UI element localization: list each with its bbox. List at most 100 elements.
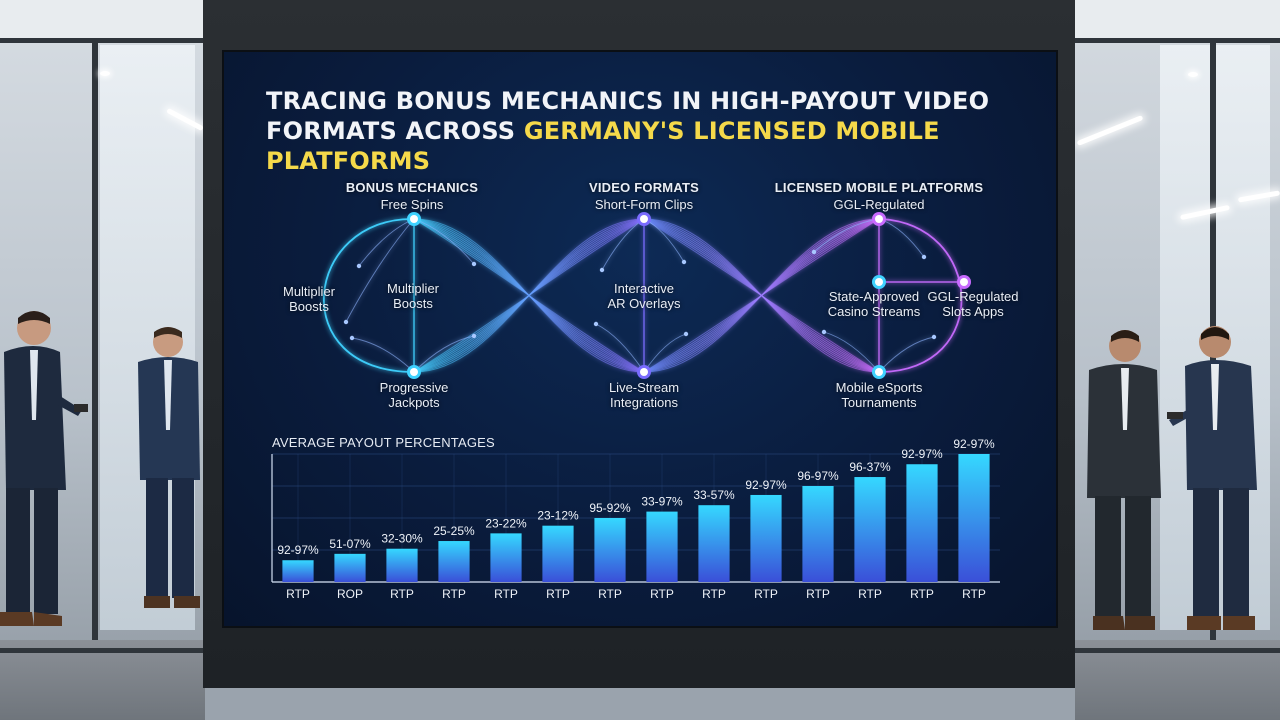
chart-bar [282,560,314,582]
x-tick-label: RTP [494,587,518,601]
hub-node [410,368,418,376]
hub-node [875,368,883,376]
bundle-line [643,218,880,373]
x-tick-label: RTP [442,587,466,601]
spoke-line [823,331,880,373]
chart-bar [334,553,366,582]
spoke-line [345,218,415,323]
spoke-node [683,331,689,337]
bar-data-label: 33-97% [641,495,683,509]
progressive-jackpots-label: Progressive Jackpots [379,380,449,410]
x-tick-label: RTP [702,587,726,601]
chart-bar [750,494,782,582]
short-form-clips-label: Short-Form Clips [594,197,694,212]
people-illustration-left [0,311,200,626]
spoke-node [599,267,605,273]
spoke-line [351,337,415,373]
spot-light [1188,72,1198,77]
payout-bar-chart: 92-97% RTP 51-07% ROP 32-30% RTP 25-25% RTP 23-2… [271,437,1000,601]
display-screen: TRACING BONUS MECHANICS IN HIGH-PAYOUT V… [222,50,1058,628]
bar-data-label: 25-25% [433,524,475,538]
chart-bar [906,464,938,582]
x-tick-label: RTP [858,587,882,601]
left-mullion [92,40,98,640]
chart-bar [854,477,886,582]
x-tick-label: RTP [962,587,986,601]
x-tick-label: ROP [337,587,363,601]
chart-labels: 92-97% RTP 51-07% ROP 32-30% RTP 25-25% RTP 23-2… [277,437,995,601]
spoke-line [595,323,645,373]
right-top-rail [1075,38,1280,43]
x-tick-label: RTP [286,587,310,601]
hub-node [640,368,648,376]
bar-data-label: 92-97% [745,478,787,492]
chart-bar [490,533,522,582]
spoke-node [921,254,927,260]
x-tick-label: RTP [806,587,830,601]
people-illustration-right [1087,326,1257,630]
bar-data-label: 92-97% [277,543,319,557]
x-tick-label: RTP [390,587,414,601]
multiplier-boosts-left-label: Multiplier Boosts [282,284,335,314]
loop-line [878,218,963,373]
hub-node [875,215,883,223]
ggl-regulated-label: GGL-Regulated [833,197,925,212]
right-floor [1075,640,1280,720]
mobile-esports-label: Mobile eSports Tournaments [835,380,923,410]
bar-data-label: 23-12% [537,509,579,523]
hub-node [875,278,883,286]
bar-data-label: 96-37% [849,460,891,474]
hub-node [410,215,418,223]
bar-data-label: 95-92% [589,501,631,515]
connection-nodes [343,212,971,379]
hub-node [640,215,648,223]
live-stream-integrations-label: Live-Stream Integrations [608,380,680,410]
spot-light [100,71,110,76]
spoke-node [471,333,477,339]
spoke-node [821,329,827,335]
spoke-node [349,335,355,341]
left-bottom-rail [0,648,205,653]
chart-bars [282,454,990,582]
x-tick-label: RTP [754,587,778,601]
spoke-node [593,321,599,327]
page-title: TRACING BONUS MECHANICS IN HIGH-PAYOUT V… [266,86,1026,176]
title-line-1: TRACING BONUS MECHANICS IN HIGH-PAYOUT V… [266,87,990,115]
interactive-ar-overlays-label: Interactive AR Overlays [607,281,681,311]
spoke-node [471,261,477,267]
spoke-node [343,319,349,325]
chart-bar [698,505,730,582]
bonus-mechanics-header: BONUS MECHANICS [345,180,479,195]
chart-title: AVERAGE PAYOUT PERCENTAGES [272,435,495,450]
left-floor [0,640,205,720]
chart-bar [594,518,626,582]
x-tick-label: RTP [650,587,674,601]
spoke-line [878,336,935,373]
right-ceiling [1075,0,1280,40]
bar-data-label: 32-30% [381,532,423,546]
free-spins-label: Free Spins [380,197,444,212]
connection-lines [323,218,964,373]
spoke-node [681,259,687,265]
network-diagram [323,212,971,379]
title-line-2-start: FORMATS ACROSS [266,117,524,145]
chart-bar [386,548,418,582]
x-tick-label: RTP [598,587,622,601]
spoke-node [811,249,817,255]
bar-data-label: 92-97% [953,437,995,451]
left-top-rail [0,38,205,43]
chart-bar [958,454,990,582]
state-approved-label: State-Approved Casino Streams [827,289,921,319]
video-formats-header: VIDEO FORMATS [589,180,699,195]
bundle-line [413,218,645,373]
x-tick-label: RTP [546,587,570,601]
chart-bar [646,511,678,582]
bar-data-label: 96-97% [797,469,839,483]
title-line-2-highlight: GERMANY'S LICENSED MOBILE PLATFORMS [266,117,940,175]
spoke-line [413,335,475,373]
chart-bar [438,541,470,582]
ggl-slots-apps-label: GGL-Regulated Slots Apps [927,289,1019,319]
loop-line [323,218,415,373]
x-tick-label: RTP [910,587,934,601]
